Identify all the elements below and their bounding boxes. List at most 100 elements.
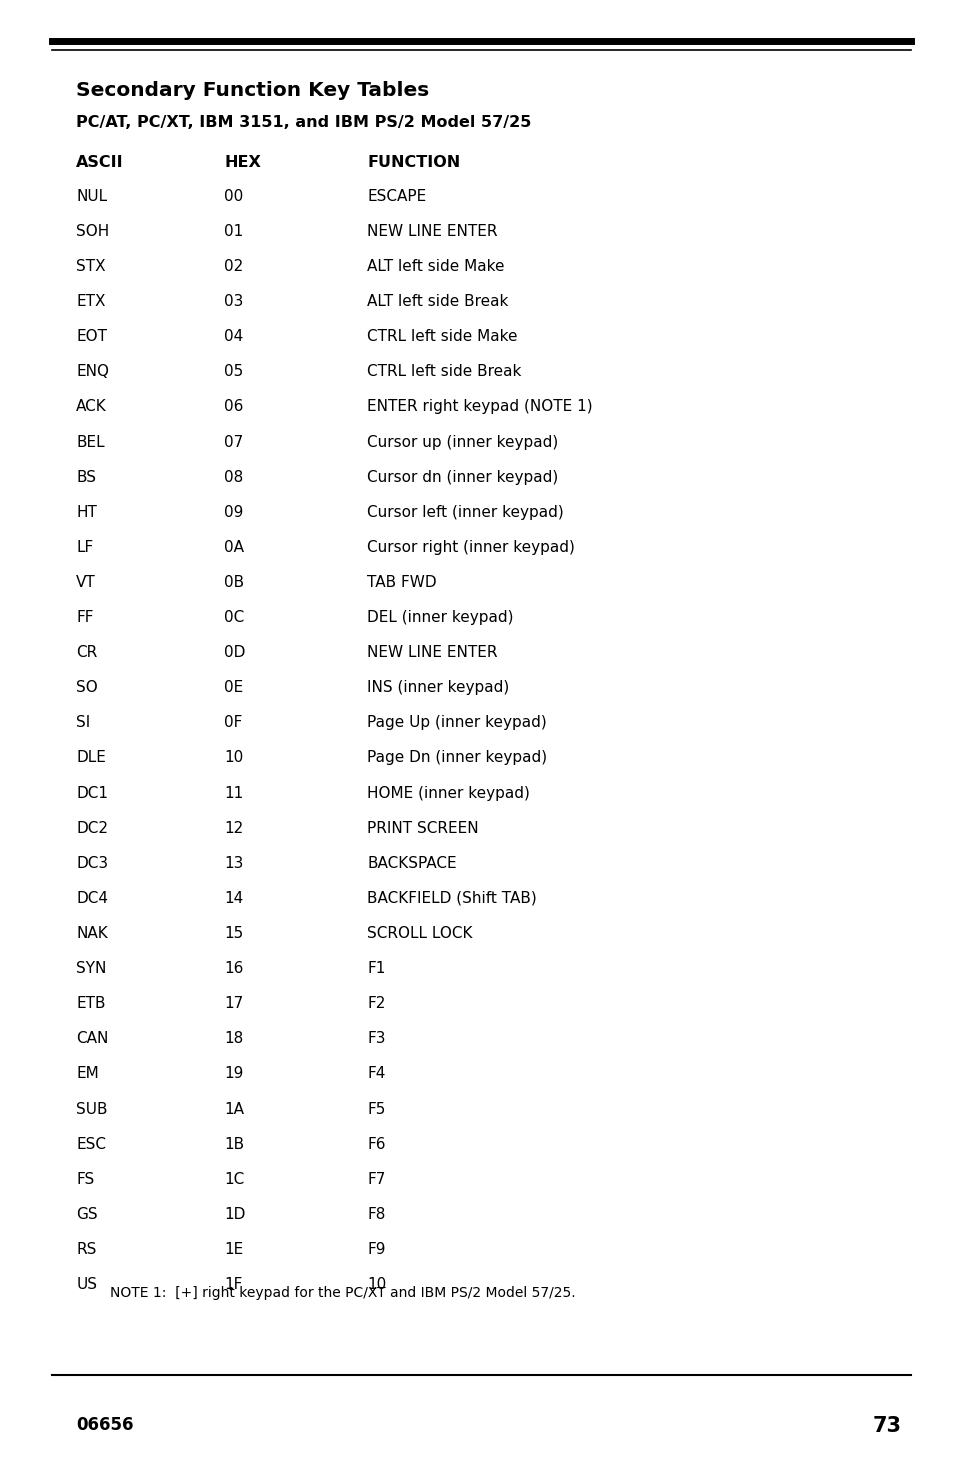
Text: BACKSPACE: BACKSPACE — [367, 855, 456, 870]
Text: 0D: 0D — [224, 645, 245, 661]
Text: 13: 13 — [224, 855, 243, 870]
Text: STX: STX — [76, 260, 106, 274]
Text: 06656: 06656 — [76, 1416, 133, 1434]
Text: ALT left side Break: ALT left side Break — [367, 294, 508, 310]
Text: HOME (inner keypad): HOME (inner keypad) — [367, 786, 530, 801]
Text: 02: 02 — [224, 260, 243, 274]
Text: F8: F8 — [367, 1207, 385, 1221]
Text: Cursor dn (inner keypad): Cursor dn (inner keypad) — [367, 469, 558, 485]
Text: 16: 16 — [224, 962, 243, 976]
Text: 06: 06 — [224, 400, 243, 414]
Text: CAN: CAN — [76, 1031, 109, 1046]
Text: SO: SO — [76, 680, 98, 695]
Text: 1C: 1C — [224, 1171, 244, 1187]
Text: ETB: ETB — [76, 996, 106, 1012]
Text: F6: F6 — [367, 1137, 385, 1152]
Text: EOT: EOT — [76, 329, 107, 344]
Text: 00: 00 — [224, 189, 243, 204]
Text: 12: 12 — [224, 820, 243, 836]
Text: 1A: 1A — [224, 1102, 244, 1117]
Text: ENTER right keypad (NOTE 1): ENTER right keypad (NOTE 1) — [367, 400, 593, 414]
Text: F9: F9 — [367, 1242, 385, 1257]
Text: 0C: 0C — [224, 611, 244, 625]
Text: INS (inner keypad): INS (inner keypad) — [367, 680, 509, 695]
Text: 19: 19 — [224, 1066, 243, 1081]
Text: 15: 15 — [224, 926, 243, 941]
Text: FF: FF — [76, 611, 93, 625]
Text: DC1: DC1 — [76, 786, 109, 801]
Text: LF: LF — [76, 540, 93, 555]
Text: F5: F5 — [367, 1102, 385, 1117]
Text: 0F: 0F — [224, 715, 242, 730]
Text: BEL: BEL — [76, 435, 105, 450]
Text: F2: F2 — [367, 996, 385, 1012]
Text: CR: CR — [76, 645, 97, 661]
Text: DC2: DC2 — [76, 820, 109, 836]
Text: Secondary Function Key Tables: Secondary Function Key Tables — [76, 81, 429, 100]
Text: 0E: 0E — [224, 680, 243, 695]
Text: 73: 73 — [872, 1416, 901, 1437]
Text: BS: BS — [76, 469, 96, 485]
Text: RS: RS — [76, 1242, 96, 1257]
Text: Page Up (inner keypad): Page Up (inner keypad) — [367, 715, 546, 730]
Text: DC3: DC3 — [76, 855, 109, 870]
Text: SOH: SOH — [76, 224, 110, 239]
Text: Cursor left (inner keypad): Cursor left (inner keypad) — [367, 504, 563, 519]
Text: FUNCTION: FUNCTION — [367, 155, 460, 170]
Text: Cursor right (inner keypad): Cursor right (inner keypad) — [367, 540, 575, 555]
Text: BACKFIELD (Shift TAB): BACKFIELD (Shift TAB) — [367, 891, 537, 906]
Text: PRINT SCREEN: PRINT SCREEN — [367, 820, 478, 836]
Text: 10: 10 — [367, 1277, 386, 1292]
Text: ACK: ACK — [76, 400, 107, 414]
Text: VT: VT — [76, 575, 96, 590]
Text: 1D: 1D — [224, 1207, 245, 1221]
Text: CTRL left side Make: CTRL left side Make — [367, 329, 517, 344]
Text: 08: 08 — [224, 469, 243, 485]
Text: PC/AT, PC/XT, IBM 3151, and IBM PS/2 Model 57/25: PC/AT, PC/XT, IBM 3151, and IBM PS/2 Mod… — [76, 115, 531, 130]
Text: EM: EM — [76, 1066, 99, 1081]
Text: F1: F1 — [367, 962, 385, 976]
Text: NEW LINE ENTER: NEW LINE ENTER — [367, 645, 497, 661]
Text: 05: 05 — [224, 364, 243, 379]
Text: NAK: NAK — [76, 926, 108, 941]
Text: F3: F3 — [367, 1031, 385, 1046]
Text: DLE: DLE — [76, 751, 106, 766]
Text: 0A: 0A — [224, 540, 244, 555]
Text: 03: 03 — [224, 294, 243, 310]
Text: NEW LINE ENTER: NEW LINE ENTER — [367, 224, 497, 239]
Text: ETX: ETX — [76, 294, 106, 310]
Text: ESCAPE: ESCAPE — [367, 189, 426, 204]
Text: NUL: NUL — [76, 189, 108, 204]
Text: SCROLL LOCK: SCROLL LOCK — [367, 926, 473, 941]
Text: 07: 07 — [224, 435, 243, 450]
Text: ESC: ESC — [76, 1137, 106, 1152]
Text: SI: SI — [76, 715, 91, 730]
Text: 17: 17 — [224, 996, 243, 1012]
Text: 1B: 1B — [224, 1137, 244, 1152]
Text: ALT left side Make: ALT left side Make — [367, 260, 504, 274]
Text: GS: GS — [76, 1207, 98, 1221]
Text: 18: 18 — [224, 1031, 243, 1046]
Text: TAB FWD: TAB FWD — [367, 575, 436, 590]
Text: FS: FS — [76, 1171, 94, 1187]
Text: F7: F7 — [367, 1171, 385, 1187]
Text: 04: 04 — [224, 329, 243, 344]
Text: ASCII: ASCII — [76, 155, 124, 170]
Text: 10: 10 — [224, 751, 243, 766]
Text: 14: 14 — [224, 891, 243, 906]
Text: 01: 01 — [224, 224, 243, 239]
Text: DEL (inner keypad): DEL (inner keypad) — [367, 611, 514, 625]
Text: 11: 11 — [224, 786, 243, 801]
Text: US: US — [76, 1277, 97, 1292]
Text: F4: F4 — [367, 1066, 385, 1081]
Text: HT: HT — [76, 504, 97, 519]
Text: 1F: 1F — [224, 1277, 242, 1292]
Text: SYN: SYN — [76, 962, 107, 976]
Text: SUB: SUB — [76, 1102, 108, 1117]
Text: 1E: 1E — [224, 1242, 243, 1257]
Text: DC4: DC4 — [76, 891, 109, 906]
Text: Cursor up (inner keypad): Cursor up (inner keypad) — [367, 435, 558, 450]
Text: NOTE 1:  [+] right keypad for the PC/XT and IBM PS/2 Model 57/25.: NOTE 1: [+] right keypad for the PC/XT a… — [110, 1286, 575, 1299]
Text: ENQ: ENQ — [76, 364, 110, 379]
Text: HEX: HEX — [224, 155, 261, 170]
